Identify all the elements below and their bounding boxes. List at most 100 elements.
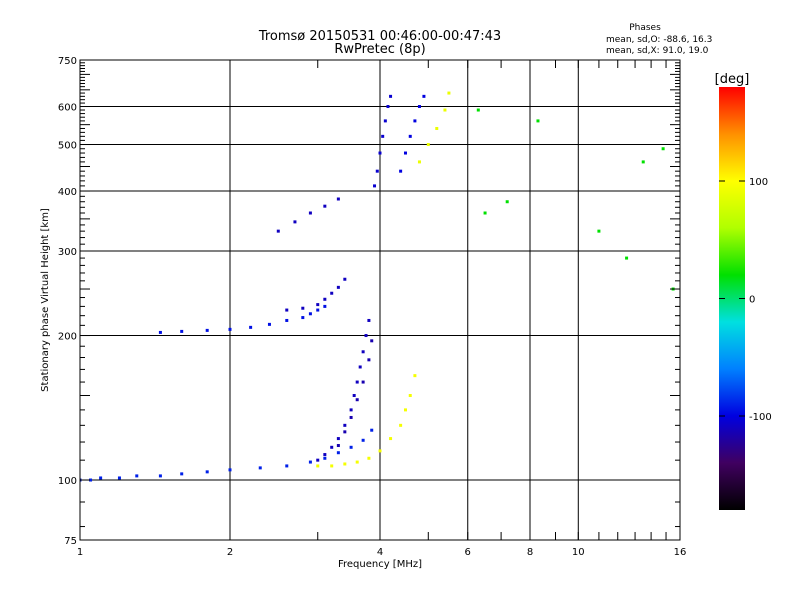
echo-point: [99, 476, 103, 480]
echo-point: [308, 460, 312, 464]
echo-point: [381, 134, 385, 138]
colorbar-tick-label: 100: [749, 177, 768, 188]
echo-point: [316, 308, 320, 312]
echo-point: [435, 126, 439, 130]
echo-point: [285, 318, 289, 322]
echo-point: [373, 184, 377, 188]
y-tick-label: 400: [58, 187, 77, 198]
echo-point: [301, 316, 305, 320]
echo-point: [505, 200, 509, 204]
echo-point: [308, 211, 312, 215]
echo-point: [343, 462, 347, 466]
echo-point: [89, 478, 93, 482]
echo-point: [364, 334, 368, 338]
echo-point: [343, 277, 347, 281]
y-tick-label: 300: [58, 247, 77, 258]
echo-point: [367, 358, 371, 362]
echo-point: [352, 394, 356, 398]
echo-point: [426, 143, 430, 147]
y-tick-label: 600: [58, 103, 77, 114]
x-tick-label: 10: [572, 547, 585, 558]
echo-point: [228, 327, 232, 331]
echo-point: [370, 339, 374, 343]
phases-mean-x: mean, sd,X: 91.0, 19.0: [606, 46, 709, 56]
echo-point: [417, 160, 421, 164]
echo-point: [355, 398, 359, 402]
echo-point: [336, 285, 340, 289]
echo-point: [413, 374, 417, 378]
echo-point: [378, 449, 382, 453]
echo-point: [370, 428, 374, 432]
echo-point: [276, 229, 280, 233]
echo-point: [336, 197, 340, 201]
echo-point: [205, 470, 209, 474]
echo-point: [417, 105, 421, 109]
echo-point: [158, 474, 162, 478]
echo-point: [323, 456, 327, 460]
echo-point: [641, 160, 645, 164]
x-tick-label: 2: [227, 547, 233, 558]
echo-point: [389, 94, 393, 98]
x-axis-label: Frequency [MHz]: [338, 559, 422, 570]
echo-point: [483, 211, 487, 215]
echo-point: [323, 453, 327, 457]
y-tick-label: 75: [64, 536, 77, 547]
echo-point: [267, 322, 271, 326]
phases-heading: Phases: [629, 23, 661, 33]
echo-point: [413, 119, 417, 123]
y-tick-label: 500: [58, 141, 77, 152]
echo-point: [316, 464, 320, 468]
echo-point: [336, 437, 340, 441]
echo-point: [476, 108, 480, 112]
echo-point: [403, 408, 407, 412]
x-tick-label: 8: [527, 547, 533, 558]
echo-point: [378, 151, 382, 155]
echo-point: [536, 119, 540, 123]
echo-points: [80, 91, 675, 482]
echo-point: [316, 303, 320, 307]
x-tick-label: 4: [377, 547, 383, 558]
echo-point: [323, 204, 327, 208]
echo-point: [361, 380, 365, 384]
echo-point: [180, 329, 184, 333]
echo-point: [447, 91, 451, 95]
grid-lines: [80, 60, 680, 540]
colorbar-label: [deg]: [715, 72, 750, 87]
echo-point: [301, 306, 305, 310]
echo-point: [285, 308, 289, 312]
echo-point: [408, 134, 412, 138]
echo-point: [399, 423, 403, 427]
echo-point: [375, 169, 379, 173]
echo-point: [336, 444, 340, 448]
echo-point: [355, 380, 359, 384]
echo-point: [399, 169, 403, 173]
echo-point: [117, 476, 121, 480]
echo-point: [330, 464, 334, 468]
colorbar-ticks: 100 0 -100: [719, 177, 772, 423]
echo-point: [349, 445, 353, 449]
echo-point: [293, 220, 297, 224]
echo-point: [367, 456, 371, 460]
colorbar-tick-label: 0: [749, 295, 755, 306]
phases-mean-o: mean, sd,O: -88.6, 16.3: [606, 35, 712, 45]
x-tick-label: 6: [465, 547, 471, 558]
echo-point: [422, 94, 426, 98]
echo-point: [661, 147, 665, 151]
echo-point: [205, 328, 209, 332]
echo-point: [389, 437, 393, 441]
echo-point: [349, 415, 353, 419]
echo-point: [228, 468, 232, 472]
echo-point: [285, 464, 289, 468]
x-tick-label: 1: [77, 547, 83, 558]
x-tick-labels: 1 2 4 6 8 10 16: [77, 547, 687, 558]
echo-point: [597, 229, 601, 233]
echo-point: [249, 325, 253, 329]
x-tick-label: 16: [674, 547, 687, 558]
echo-point: [330, 291, 334, 295]
echo-point: [316, 458, 320, 462]
echo-point: [383, 119, 387, 123]
y-tick-labels: 75 100 200 300 400 500 600 750: [58, 56, 77, 547]
echo-point: [135, 474, 139, 478]
echo-point: [358, 365, 362, 369]
